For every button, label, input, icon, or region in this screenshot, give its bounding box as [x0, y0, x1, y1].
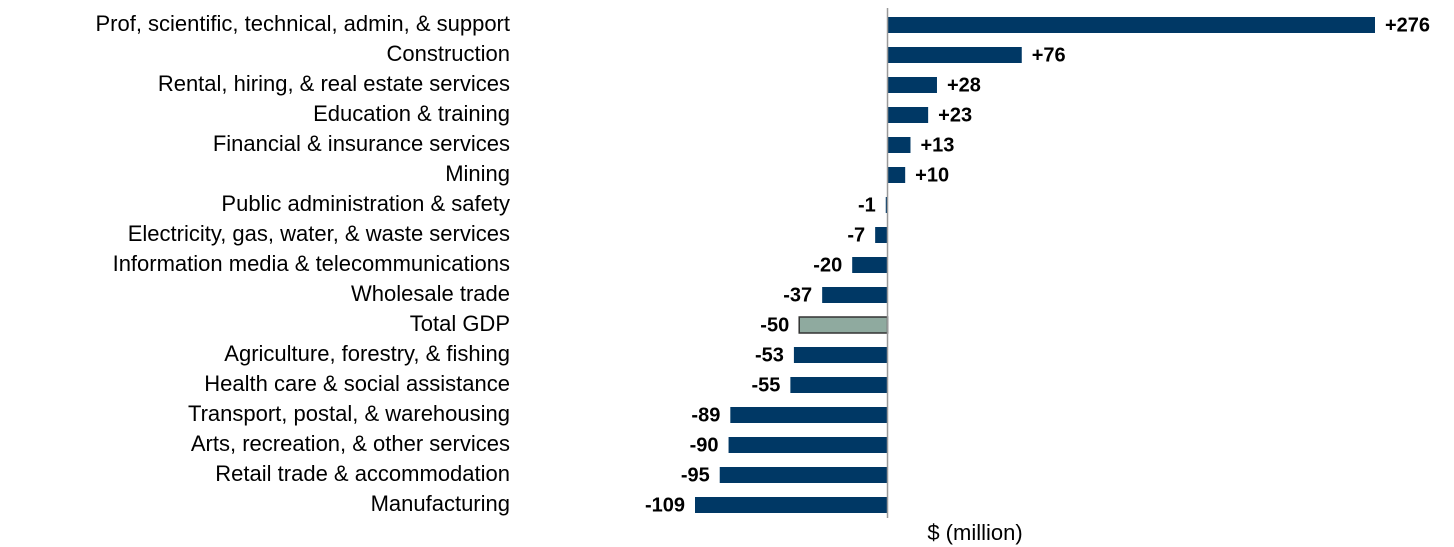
value-label: -95	[681, 464, 710, 486]
value-label: -50	[760, 314, 789, 336]
value-label: +10	[915, 164, 949, 186]
value-label: -90	[690, 434, 719, 456]
category-label: Total GDP	[410, 311, 510, 336]
value-label: -37	[783, 284, 812, 306]
category-label: Prof, scientific, technical, admin, & su…	[95, 11, 510, 36]
x-axis-label: $ (million)	[927, 520, 1022, 545]
value-label: -53	[755, 344, 784, 366]
category-label: Education & training	[313, 101, 510, 126]
bar	[887, 77, 937, 93]
value-label: +76	[1032, 44, 1066, 66]
category-label: Public administration & safety	[221, 191, 510, 216]
category-label: Retail trade & accommodation	[215, 461, 510, 486]
bar	[887, 47, 1022, 63]
category-label: Information media & telecommunications	[113, 251, 510, 276]
value-label: +28	[947, 74, 981, 96]
bar	[730, 407, 888, 423]
bar	[852, 257, 888, 273]
value-label: -55	[751, 374, 780, 396]
value-label: +23	[938, 104, 972, 126]
bar	[719, 467, 888, 483]
category-label: Financial & insurance services	[213, 131, 510, 156]
category-label: Transport, postal, & warehousing	[188, 401, 510, 426]
bar	[822, 287, 888, 303]
bar	[887, 137, 911, 153]
bar	[887, 17, 1375, 33]
category-label: Manufacturing	[371, 491, 510, 516]
category-label: Rental, hiring, & real estate services	[158, 71, 510, 96]
category-label: Wholesale trade	[351, 281, 510, 306]
category-label: Arts, recreation, & other services	[191, 431, 510, 456]
value-label: +13	[920, 134, 954, 156]
value-label: -7	[847, 224, 865, 246]
bar	[885, 197, 888, 213]
bar	[887, 107, 929, 123]
category-label: Construction	[386, 41, 510, 66]
category-label: Health care & social assistance	[204, 371, 510, 396]
bar	[887, 167, 906, 183]
value-label: -89	[691, 404, 720, 426]
value-label: -1	[858, 194, 876, 216]
value-label: +276	[1385, 14, 1430, 36]
bar	[798, 316, 889, 334]
category-label: Agriculture, forestry, & fishing	[224, 341, 510, 366]
bar	[695, 497, 888, 513]
bar	[790, 377, 888, 393]
value-label: -20	[813, 254, 842, 276]
bar	[875, 227, 888, 243]
bar	[728, 437, 888, 453]
category-label: Mining	[445, 161, 510, 186]
bar	[793, 347, 888, 363]
category-label: Electricity, gas, water, & waste service…	[128, 221, 510, 246]
value-label: -109	[645, 494, 685, 516]
